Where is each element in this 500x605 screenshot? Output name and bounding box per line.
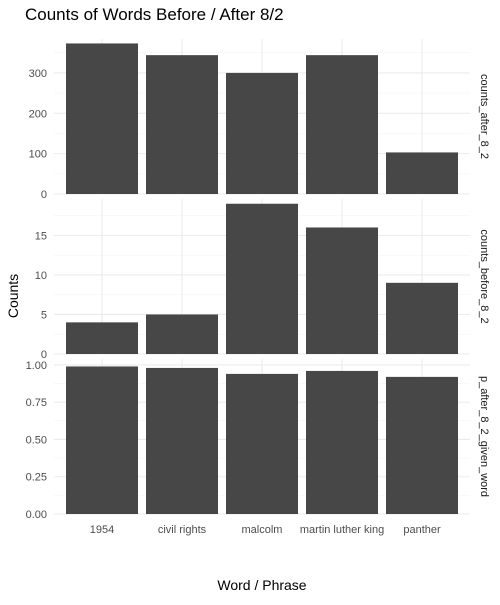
bar-counts_before_8_2-malcolm: [226, 203, 298, 354]
bar-counts_after_8_2-martin-luther-king: [306, 55, 378, 195]
x-axis-title: Word / Phrase: [217, 577, 306, 593]
facet-strip-label: counts_after_8_2: [478, 74, 490, 159]
y-tick-label: 0.25: [26, 472, 47, 484]
bar-counts_before_8_2-civil-rights: [146, 314, 218, 354]
facet-panel-counts_before_8_2: 0 5 10 15 counts_before_8_2: [35, 199, 490, 361]
y-tick-label: 200: [29, 108, 47, 120]
y-tick-label: 0: [41, 349, 47, 361]
bar-p_after_8_2_given_word-martin-luther-king: [306, 370, 378, 514]
y-tick-label: 10: [35, 270, 47, 282]
bar-counts_before_8_2-1954: [66, 322, 138, 354]
y-tick-label: 100: [29, 149, 47, 161]
facet-panel-counts_after_8_2: 0 100 200 300 counts_after_8_2: [29, 39, 490, 201]
bar-p_after_8_2_given_word-civil-rights: [146, 367, 218, 514]
y-axis-title: Counts: [5, 274, 21, 318]
chart-title: Counts of Words Before / After 8/2: [25, 5, 284, 24]
facet-strip-label: counts_before_8_2: [478, 229, 490, 323]
y-tick-label: 0: [41, 189, 47, 201]
facet-panel-p_after_8_2_given_word: 0.00 0.25 0.50 0.75 1.00 p_after_8_2_given_wo…: [26, 359, 490, 521]
y-tick-label: 0.75: [26, 397, 47, 409]
y-tick-label: 0.50: [26, 434, 47, 446]
bar-counts_before_8_2-panther: [386, 282, 458, 354]
x-tick-label: civil rights: [158, 524, 207, 536]
x-tick-label: malcolm: [242, 524, 283, 536]
bar-counts_after_8_2-panther: [386, 152, 458, 194]
bar-p_after_8_2_given_word-panther: [386, 376, 458, 514]
bar-p_after_8_2_given_word-1954: [66, 366, 138, 514]
x-tick-label: 1954: [90, 524, 114, 536]
y-tick-label: 0.00: [26, 509, 47, 521]
x-tick-label: martin luther king: [300, 524, 384, 536]
bar-counts_before_8_2-martin-luther-king: [306, 227, 378, 354]
bar-counts_after_8_2-1954: [66, 43, 138, 194]
y-tick-label: 15: [35, 230, 47, 242]
y-tick-label: 5: [41, 309, 47, 321]
bar-counts_after_8_2-malcolm: [226, 72, 298, 194]
bar-p_after_8_2_given_word-malcolm: [226, 373, 298, 514]
x-tick-label: panther: [403, 524, 441, 536]
y-tick-label: 300: [29, 68, 47, 80]
bar-counts_after_8_2-civil-rights: [146, 55, 218, 195]
y-tick-label: 1.00: [26, 360, 47, 372]
facet-strip-label: p_after_8_2_given_word: [478, 376, 490, 497]
